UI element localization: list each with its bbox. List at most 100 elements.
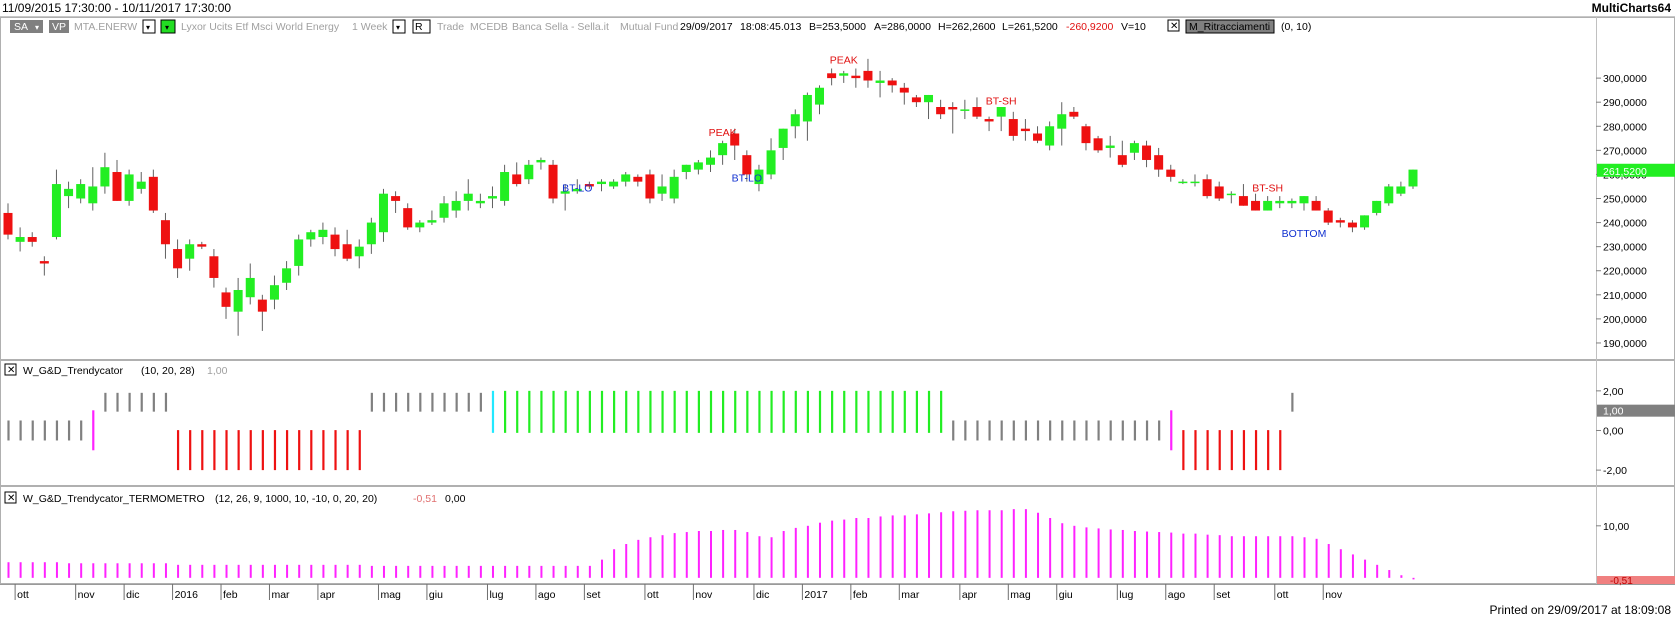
candle-body [596, 181, 606, 185]
candle-body [39, 261, 49, 264]
candle-body [221, 292, 231, 307]
candle-body [924, 94, 934, 103]
price-tick-label: 210,0000 [1603, 290, 1647, 302]
price-tick-label: 240,0000 [1603, 218, 1647, 230]
close-icon: ✕ [1170, 21, 1178, 32]
candle-body [706, 157, 715, 165]
trend-last-label: 1,00 [1603, 406, 1624, 418]
candle-body [1008, 119, 1018, 136]
candle-body [960, 109, 970, 111]
candle-body [1129, 143, 1139, 153]
candle-body [1311, 200, 1321, 211]
annotation-label: PEAK [830, 55, 858, 67]
close-termo-button[interactable] [4, 491, 17, 504]
candle-body [887, 80, 897, 86]
termo-tick-label: 10,00 [1603, 521, 1629, 533]
change-label: -260,9200 [1066, 21, 1113, 33]
chart-area: SA ▾ VP MTA.ENERW ▾ ▾ Lyxor Ucits Etf Ms… [0, 17, 1675, 601]
price-tick-label: 250,0000 [1603, 194, 1647, 206]
candle-body [863, 70, 873, 81]
candle-body [851, 75, 861, 79]
low-label: L=261,5200 [1002, 21, 1058, 33]
candle-body [257, 299, 267, 312]
candle-body [1287, 200, 1297, 204]
candle-body [342, 244, 352, 259]
candle-body [802, 94, 812, 122]
y-axis-labels: 190,0000 200,0000 210,0000 220,0000 230,0000… [1596, 73, 1675, 587]
candle-body [584, 184, 594, 187]
window-title-bar: 11/09/2015 17:30:00 - 10/11/2017 17:30:0… [0, 0, 1675, 17]
x-tick-label: mar [271, 589, 290, 601]
exchange-label: MCEDB [470, 21, 508, 33]
r-button[interactable] [412, 19, 431, 34]
candle-body [1238, 196, 1248, 206]
r-button-label: R [415, 21, 423, 33]
candle-body [693, 162, 703, 170]
candle-body [1226, 193, 1236, 196]
candle-body [899, 87, 909, 93]
vp-button[interactable] [49, 20, 69, 33]
candle-body [354, 246, 364, 257]
candle-body [815, 87, 825, 105]
candle-body [269, 285, 279, 300]
x-tick-label: dic [756, 589, 769, 601]
candle-body [378, 193, 388, 233]
price-tick-label: 300,0000 [1603, 73, 1647, 85]
annotation-label: BT-SH [986, 96, 1017, 108]
resolution-dropdown[interactable] [392, 19, 406, 34]
study-label: M_Ritracciamenti [1189, 21, 1270, 33]
candle-body [1263, 200, 1273, 211]
candle-body [1117, 155, 1127, 165]
app-title: MultiCharts64 [1591, 1, 1671, 15]
candle-body [27, 237, 37, 242]
candle-body [827, 73, 837, 79]
vp-button-label: VP [52, 21, 66, 33]
candle-body [1335, 220, 1345, 223]
annotation-label: BOTTOM [1282, 228, 1327, 240]
symbol-dropdown[interactable] [142, 19, 156, 34]
candle-body [391, 196, 401, 201]
x-tick-label: lug [1119, 589, 1133, 601]
candle-body [487, 196, 497, 199]
candle-body [1045, 126, 1055, 146]
candle-body [76, 184, 86, 199]
candle-body [512, 174, 522, 185]
candle-body [15, 237, 25, 242]
x-tick-label: dic [126, 589, 139, 601]
date-label: 29/09/2017 [680, 21, 733, 33]
candle-body [790, 114, 800, 127]
candle-body [657, 186, 667, 194]
close-trend-button[interactable] [4, 363, 17, 376]
resolution-label: 1 Week [352, 21, 388, 33]
candle-body [1347, 222, 1357, 228]
candle-body [294, 239, 304, 266]
x-tick-label: feb [223, 589, 238, 601]
price-tick-label: 190,0000 [1603, 338, 1647, 350]
sa-button[interactable] [10, 20, 43, 33]
price-annotations: PEAK PEAK BT-SH BT-SH BT-LO BT-LO BOTTOM [562, 55, 1326, 240]
candle-body [1396, 186, 1406, 194]
symbol-label: MTA.ENERW [74, 21, 137, 33]
price-tick-label: 280,0000 [1603, 121, 1647, 133]
termo-header: ✕ W_G&D_Trendycator_TERMOMETRO (12, 26, … [4, 491, 466, 505]
date-range-label: 11/09/2015 17:30:00 - 10/11/2017 17:30:0… [2, 1, 232, 15]
study-button[interactable] [1185, 19, 1275, 34]
candle-body [306, 232, 316, 240]
color-toggle[interactable] [160, 19, 176, 34]
trend-name: W_G&D_Trendycator [23, 365, 123, 377]
bid-label: B=253,5000 [809, 21, 866, 33]
close-icon: ✕ [7, 365, 15, 376]
x-tick-label: mag [380, 589, 401, 601]
candle-body [475, 200, 485, 204]
high-label: H=262,2600 [938, 21, 996, 33]
candle-body [669, 176, 679, 199]
candle-body [185, 244, 195, 259]
x-tick-label: nov [695, 589, 713, 601]
last-price-box [1597, 163, 1675, 177]
description-label: Lyxor Ucits Etf Msci World Energy [181, 21, 340, 33]
candle-body [936, 107, 946, 115]
close-study-button[interactable] [1167, 19, 1180, 32]
volume-label: V=10 [1121, 21, 1146, 33]
candle-body [633, 176, 643, 182]
candle-body [88, 186, 98, 204]
